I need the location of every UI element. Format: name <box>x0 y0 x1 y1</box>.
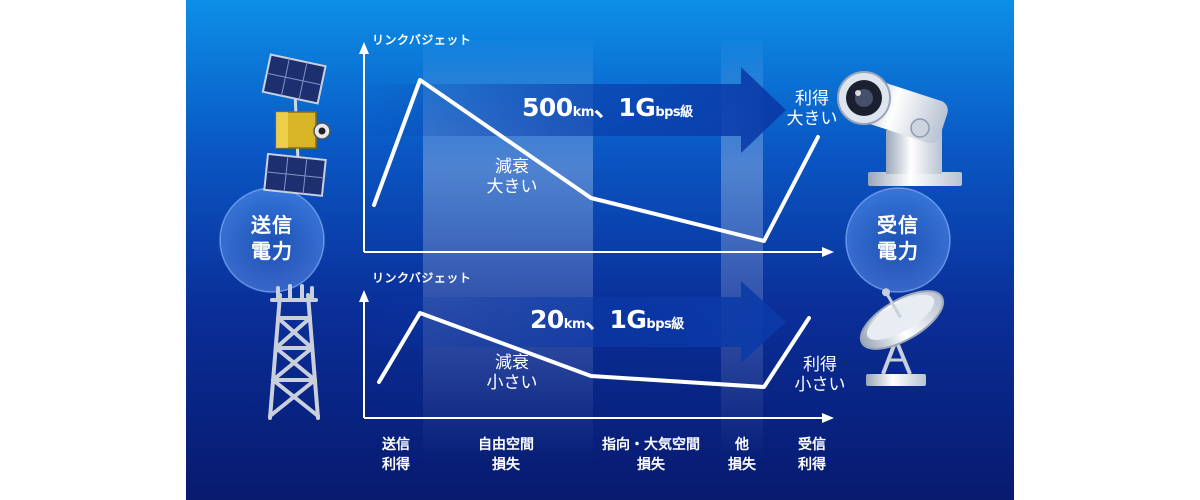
category-line: 利得 <box>382 456 410 473</box>
rate-value: 、1G <box>593 93 656 122</box>
x-category-other-loss: 他 損失 <box>716 436 768 475</box>
x-category-receive-gain: 受信 利得 <box>782 436 842 475</box>
attenuation-note-top: 減衰 大きい <box>462 157 562 197</box>
note-line: 減衰 <box>495 157 529 177</box>
note-line: 利得 <box>803 355 837 375</box>
category-line: 利得 <box>798 456 826 473</box>
receive-power-circle <box>845 187 951 293</box>
note-line: 利得 <box>795 89 829 109</box>
arrow-label-bottom: 20km、1Gbps級 <box>530 305 684 335</box>
link-arrow-top <box>366 67 786 153</box>
transmit-power-label: 送信 電力 <box>227 212 317 264</box>
category-line: 指向・大気空間 <box>602 437 700 453</box>
power-line: 電力 <box>877 239 919 263</box>
rate-unit: bps級 <box>646 317 684 332</box>
rate-unit: bps級 <box>655 105 693 120</box>
note-line: 小さい <box>486 372 538 393</box>
budget-curve-top <box>372 78 820 243</box>
x-axis-arrowhead-bottom <box>822 413 834 423</box>
category-line: 送信 <box>382 437 410 453</box>
x-category-free-space-loss: 自由空間 損失 <box>456 436 556 475</box>
note-line: 大きい <box>486 176 538 197</box>
category-line: 自由空間 <box>478 437 534 453</box>
x-category-transmit-gain: 送信 利得 <box>366 436 426 475</box>
distance-unit: km <box>572 105 595 120</box>
category-line: 損失 <box>492 456 520 473</box>
receive-power-label: 受信 電力 <box>853 212 943 264</box>
power-line: 電力 <box>251 239 293 263</box>
note-line: 減衰 <box>495 353 529 373</box>
arrow-label-top: 500km、1Gbps級 <box>522 93 693 123</box>
rate-value: 、1G <box>585 305 647 334</box>
chart-bottom <box>359 281 834 423</box>
diagram-panel: リンクバジェット 500km、1Gbps級 減衰 大きい 利得 大きい リンクバ… <box>186 0 1014 500</box>
gain-note-top: 利得 大きい <box>762 89 862 129</box>
axis-title-top: リンクバジェット <box>372 33 472 47</box>
power-line: 受信 <box>877 213 919 237</box>
parabolic-antenna-icon <box>859 288 945 386</box>
optical-ground-station-icon <box>837 71 962 186</box>
transmission-tower-icon <box>268 284 320 420</box>
y-axis-arrowhead-top <box>359 42 369 54</box>
power-line: 送信 <box>251 213 293 237</box>
category-line: 損失 <box>728 456 756 473</box>
category-line: 損失 <box>637 456 665 473</box>
distance-value: 500 <box>522 93 573 122</box>
distance-value: 20 <box>530 305 564 334</box>
x-axis-arrowhead-top <box>822 247 834 257</box>
note-line: 大きい <box>786 108 838 129</box>
link-arrow-bottom <box>366 281 786 363</box>
category-line: 受信 <box>798 437 826 453</box>
note-line: 小さい <box>794 374 846 395</box>
budget-curve-bottom <box>377 311 811 389</box>
attenuation-note-bottom: 減衰 小さい <box>462 353 562 393</box>
x-category-pointing-atmospheric-loss: 指向・大気空間 損失 <box>586 436 716 475</box>
satellite-icon <box>261 53 331 197</box>
distance-unit: km <box>563 317 586 332</box>
diagram-graphics <box>219 40 962 460</box>
category-line: 他 <box>735 437 749 453</box>
chart-top <box>359 42 834 257</box>
gain-note-bottom: 利得 小さい <box>770 355 870 395</box>
axis-title-bottom: リンクバジェット <box>372 271 472 285</box>
